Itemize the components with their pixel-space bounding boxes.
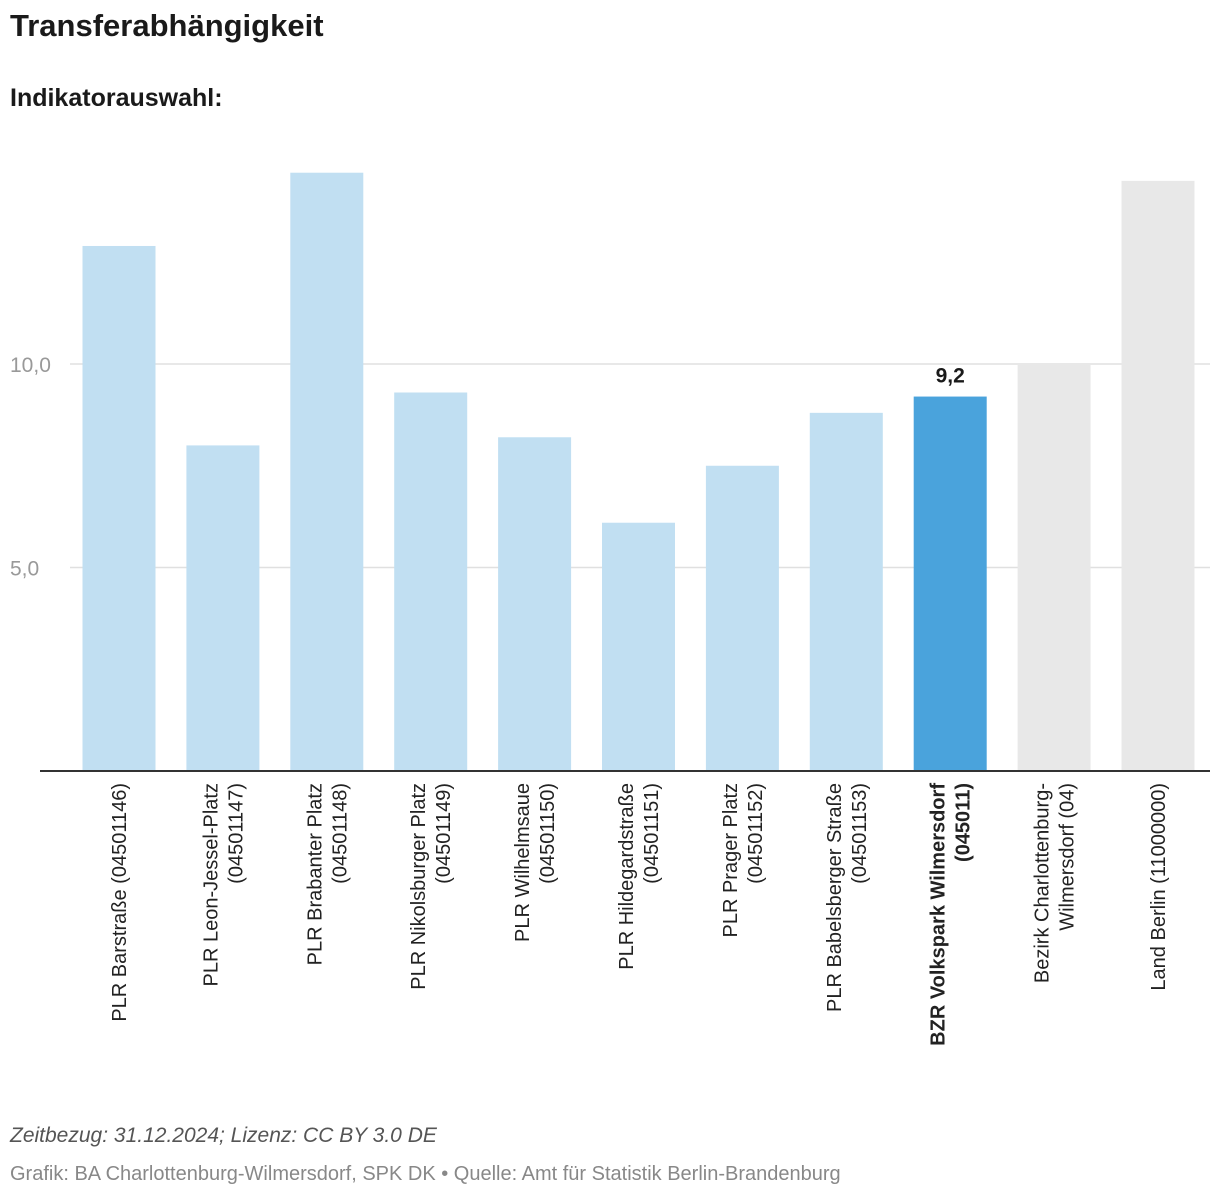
x-tick-label: PLR Babelsberger Straße (04501153) xyxy=(824,783,871,1012)
x-tick-label: PLR Barstraße (04501146) xyxy=(109,783,131,1022)
bar xyxy=(1121,180,1195,772)
data-label: 9,2 xyxy=(936,365,965,388)
bar xyxy=(498,437,572,771)
y-tick-label: 5,0 xyxy=(10,558,39,581)
x-tick-label: Bezirk Charlottenburg- Wilmersdorf (04) xyxy=(1032,783,1079,983)
bar xyxy=(602,522,675,771)
bar xyxy=(913,396,987,771)
bar-chart: 5,0 10,0 PLR Barstraße (04501146) PLR Leon-… xyxy=(10,172,1210,1046)
x-tick-label: Land Berlin (11000000) xyxy=(1148,783,1170,991)
x-tick-label: PLR Nikolsburger Platz (04501149) xyxy=(408,783,455,990)
source-credit: Grafik: BA Charlottenburg-Wilmersdorf, S… xyxy=(10,1163,841,1185)
indicator-selection-label: Indikatorauswahl: xyxy=(10,84,223,112)
chart-title: Transferabhängigkeit xyxy=(10,8,324,43)
x-tick-label: PLR Brabanter Platz (04501148) xyxy=(304,783,351,965)
bar xyxy=(809,412,883,771)
bar xyxy=(82,245,156,772)
bar xyxy=(186,445,260,771)
bar xyxy=(705,465,779,771)
time-reference-license: Zeitbezug: 31.12.2024; Lizenz: CC BY 3.0… xyxy=(10,1124,437,1147)
bar xyxy=(394,392,468,771)
x-tick-label: PLR Hildegardstraße (04501151) xyxy=(616,783,663,970)
x-tick-label: PLR Leon-Jessel-Platz (04501147) xyxy=(200,783,247,986)
y-tick-label: 10,0 xyxy=(10,354,51,377)
bar xyxy=(290,172,364,771)
x-tick-label: BZR Volkspark Wilmersdorf (045011) xyxy=(928,783,975,1046)
bar xyxy=(1017,364,1091,771)
x-tick-label: PLR Wilhelmsaue (04501150) xyxy=(512,783,559,942)
x-tick-label: PLR Prager Platz (04501152) xyxy=(720,783,767,938)
